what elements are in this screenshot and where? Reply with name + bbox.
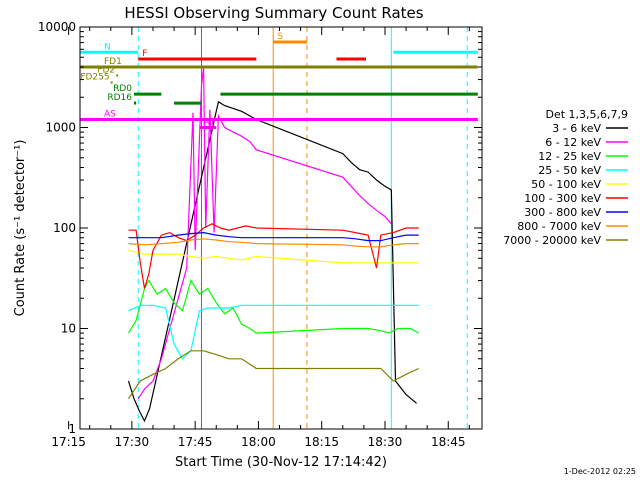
x-tick-label-2: 17:45 (178, 435, 213, 449)
plot-area (80, 27, 478, 429)
legend-label-1: 6 - 12 keV (545, 136, 601, 149)
legend-label-3: 25 - 50 keV (538, 164, 601, 177)
legend-label-5: 100 - 300 keV (524, 192, 601, 205)
flag-label-9: A1 (203, 118, 215, 128)
y-tick-label-2: 100 (53, 221, 76, 235)
flag-label-6: RD0 (113, 84, 132, 94)
chart-title: HESSI Observing Summary Count Rates (124, 4, 423, 22)
series-line-0 (127, 100, 417, 423)
series-line-3 (128, 304, 419, 360)
flag-label-5: FD255 (80, 73, 109, 83)
flag-label-2: S (277, 32, 283, 42)
x-tick-label-0: 17:15 (51, 435, 86, 449)
x-tick-label-5: 18:30 (368, 435, 403, 449)
series-line-4 (128, 249, 419, 264)
flag-dot-5-0 (110, 81, 113, 84)
series-line-1 (137, 66, 392, 400)
y-tick-label-3: 1000 (45, 121, 76, 135)
series-line-2 (127, 279, 419, 334)
flag-label-0: N (104, 42, 111, 52)
flag-label-8: AS (104, 110, 116, 120)
flag-label-4: FD2 (97, 65, 115, 75)
x-tick-label-3: 18:00 (241, 435, 276, 449)
flag-label-1: F (142, 49, 147, 59)
footer-date: 1-Dec-2012 02:25 (564, 467, 636, 476)
legend-label-7: 800 - 7000 keV (517, 220, 601, 233)
y-axis-label: Count Rate (s⁻¹ detector⁻¹) (13, 140, 28, 317)
axes: 17:15 17:30 17:45 18:00 18:15 18:30 18:45 1 10 10… (38, 20, 482, 449)
flag-dot-4-0 (116, 74, 119, 77)
x-tick-label-6: 18:45 (431, 435, 466, 449)
series-line-6 (128, 231, 419, 242)
legend-label-8: 7000 - 20000 keV (503, 234, 601, 247)
flag-label-7: RD16 (107, 93, 132, 103)
y-tick-label-4: 10000 (38, 20, 76, 34)
flag-label-3: FD1 (104, 57, 122, 67)
series-line-8 (128, 350, 419, 400)
y-tick-label-0: 1 (68, 422, 76, 436)
legend-label-4: 50 - 100 keV (531, 178, 601, 191)
x-tick-label-4: 18:15 (304, 435, 339, 449)
legend-label-0: 3 - 6 keV (552, 122, 601, 135)
x-axis-label: Start Time (30-Nov-12 17:14:42) (175, 455, 387, 470)
x-tick-label-1: 17:30 (115, 435, 150, 449)
y-tick-label-1: 10 (61, 322, 76, 336)
series-line-7 (128, 238, 419, 248)
legend-label-2: 12 - 25 keV (538, 150, 601, 163)
legend-label-6: 300 - 800 keV (524, 206, 601, 219)
series-line-5 (128, 223, 419, 289)
legend-title: Det 1,3,5,6,7,9 (545, 108, 628, 121)
